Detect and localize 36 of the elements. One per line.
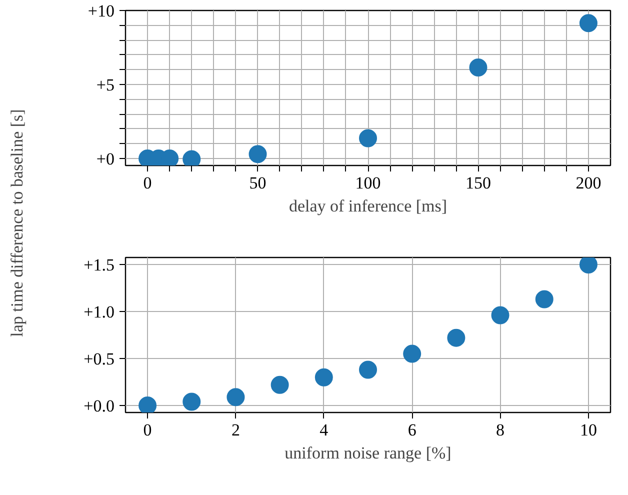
y-tick-label: +0.5 bbox=[84, 350, 115, 369]
x-tick-label: 0 bbox=[143, 174, 152, 192]
y-axis-title: lap time difference to baseline [s] bbox=[8, 109, 26, 337]
point bbox=[314, 368, 333, 386]
x-tick-label: 100 bbox=[355, 174, 381, 192]
x-tick-label: 10 bbox=[580, 420, 597, 440]
x-axis-title: delay of inference [ms] bbox=[288, 196, 448, 216]
x-tick-label: 8 bbox=[496, 420, 505, 440]
x-tick-label: 4 bbox=[320, 420, 329, 440]
point bbox=[359, 129, 377, 148]
x-tick-label: 0 bbox=[143, 420, 152, 440]
point bbox=[248, 145, 267, 164]
point bbox=[491, 306, 510, 324]
point bbox=[535, 290, 554, 308]
point bbox=[579, 258, 598, 274]
x-tick-label: 150 bbox=[465, 174, 491, 192]
point bbox=[270, 376, 289, 394]
y-tick-label: +0 bbox=[96, 150, 115, 169]
x-tick-label: 50 bbox=[249, 174, 266, 192]
point bbox=[226, 388, 245, 406]
y-tick-label: +5 bbox=[96, 76, 115, 95]
point bbox=[359, 360, 377, 379]
point bbox=[579, 14, 598, 32]
point bbox=[138, 396, 157, 412]
y-tick-label: +10 bbox=[88, 2, 115, 20]
y-tick-label: +1.5 bbox=[84, 255, 115, 274]
point bbox=[182, 392, 201, 411]
y-tick-label: +1.0 bbox=[84, 302, 115, 322]
point bbox=[447, 328, 466, 347]
point bbox=[469, 58, 488, 76]
y-tick-label: +0.0 bbox=[84, 396, 115, 416]
x-tick-label: 200 bbox=[576, 174, 602, 192]
point bbox=[403, 344, 422, 363]
x-axis-title: uniform noise range [%] bbox=[284, 444, 452, 462]
x-tick-label: 6 bbox=[408, 420, 416, 440]
x-tick-label: 2 bbox=[231, 420, 240, 440]
